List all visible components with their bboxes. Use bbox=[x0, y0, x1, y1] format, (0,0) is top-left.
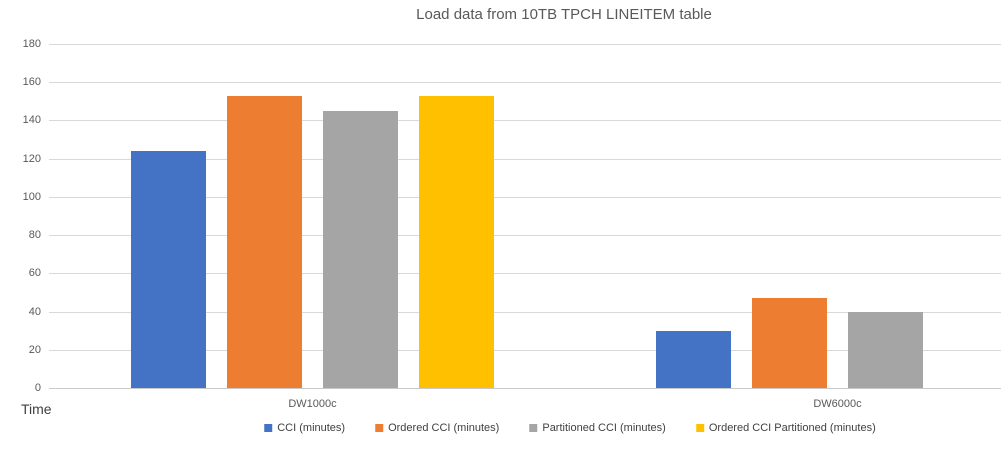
gridline-y-180 bbox=[49, 44, 1001, 45]
bar-dw1000c-series-3 bbox=[418, 95, 494, 388]
legend-item-series-1: Ordered CCI (minutes) bbox=[375, 422, 499, 434]
gridline-y-20 bbox=[49, 349, 1001, 351]
bar-dw1000c-series-2 bbox=[322, 110, 398, 388]
legend-swatch-icon bbox=[529, 424, 538, 432]
y-tick-label-120: 120 bbox=[22, 152, 41, 165]
legend-swatch-icon bbox=[375, 424, 384, 432]
bar-dw1000c-series-1 bbox=[227, 95, 303, 388]
y-tick-label-20: 20 bbox=[28, 343, 41, 356]
legend-swatch-icon bbox=[695, 424, 704, 432]
y-tick-label-40: 40 bbox=[28, 305, 41, 318]
gridline-y-140 bbox=[49, 120, 1001, 122]
gridline-y-60 bbox=[49, 273, 1001, 275]
gridline-y-40 bbox=[49, 311, 1001, 313]
y-axis-title: Time bbox=[21, 401, 52, 417]
legend-label: CCI (minutes) bbox=[277, 422, 346, 434]
bar-dw6000c-series-1 bbox=[752, 298, 828, 388]
legend: CCI (minutes) Ordered CCI (minutes) Partit… bbox=[264, 422, 876, 434]
legend-swatch-icon bbox=[264, 424, 273, 432]
y-tick-label-180: 180 bbox=[22, 38, 41, 50]
y-tick-label-100: 100 bbox=[22, 190, 41, 203]
gridline-y-120 bbox=[49, 158, 1001, 160]
legend-item-series-3: Ordered CCI Partitioned (minutes) bbox=[695, 422, 876, 434]
y-tick-label-0: 0 bbox=[34, 382, 41, 394]
legend-label: Partitioned CCI (minutes) bbox=[542, 422, 666, 434]
y-tick-label-140: 140 bbox=[22, 114, 41, 127]
legend-item-series-2: Partitioned CCI (minutes) bbox=[529, 422, 666, 434]
legend-label: Ordered CCI (minutes) bbox=[388, 422, 500, 434]
bar-dw1000c-series-0 bbox=[131, 151, 207, 388]
legend-label: Ordered CCI Partitioned (minutes) bbox=[708, 422, 876, 434]
legend-item-series-0: CCI (minutes) bbox=[264, 422, 345, 434]
y-tick-label-60: 60 bbox=[28, 267, 41, 280]
gridline-y-80 bbox=[49, 235, 1001, 237]
y-tick-label-80: 80 bbox=[28, 229, 41, 242]
y-tick-label-160: 160 bbox=[22, 76, 41, 89]
gridline-y-100 bbox=[49, 196, 1001, 198]
x-category-label-dw6000c: DW6000c bbox=[813, 398, 862, 410]
chart-title: Load data from 10TB TPCH LINEITEM table bbox=[416, 6, 712, 23]
gridline-y-0 bbox=[49, 388, 1001, 389]
bar-dw6000c-series-2 bbox=[847, 311, 923, 388]
x-category-label-dw1000c: DW1000c bbox=[288, 398, 337, 410]
bar-dw6000c-series-0 bbox=[656, 330, 732, 388]
gridline-y-160 bbox=[49, 82, 1001, 84]
